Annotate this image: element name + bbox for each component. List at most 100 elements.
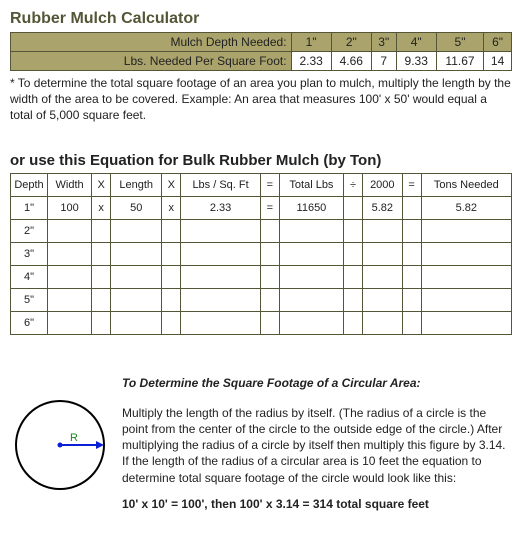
calc-cell (48, 288, 92, 311)
calc-cell (162, 311, 181, 334)
calc-cell: x (92, 196, 111, 219)
calc-cell (402, 196, 421, 219)
calc-cell (162, 242, 181, 265)
calc-cell (344, 288, 363, 311)
calc-cell: 3" (11, 242, 48, 265)
calc-cell: 5" (11, 288, 48, 311)
calc-cell (181, 311, 261, 334)
equation-title: or use this Equation for Bulk Rubber Mul… (10, 152, 512, 169)
table-row: 5" (11, 288, 512, 311)
calc-cell (260, 219, 279, 242)
table-row: 1"100x50x2.33=116505.825.82 (11, 196, 512, 219)
circle-diagram-icon: R (10, 395, 110, 495)
lbs-cell: 14 (484, 52, 512, 71)
calc-cell (363, 311, 403, 334)
depth-table-values-row: Lbs. Needed Per Square Foot: 2.33 4.66 7… (11, 52, 512, 71)
calc-cell (421, 242, 511, 265)
lbs-cell: 11.67 (436, 52, 483, 71)
calc-header: Width (48, 173, 92, 196)
calc-cell (111, 242, 162, 265)
calc-cell (279, 311, 343, 334)
calc-cell (92, 311, 111, 334)
calc-cell: 50 (111, 196, 162, 219)
calc-cell (421, 288, 511, 311)
calc-cell (363, 288, 403, 311)
calc-cell (162, 219, 181, 242)
calc-cell (181, 288, 261, 311)
calc-header: 2000 (363, 173, 403, 196)
calc-cell (363, 242, 403, 265)
calc-cell (162, 288, 181, 311)
circle-equation: 10' x 10' = 100', then 100' x 3.14 = 314… (122, 496, 512, 512)
depth-label: Mulch Depth Needed: (11, 33, 292, 52)
lbs-cell: 9.33 (396, 52, 436, 71)
depth-cell: 6" (484, 33, 512, 52)
calc-cell (181, 219, 261, 242)
calc-cell (344, 311, 363, 334)
calc-cell (363, 265, 403, 288)
circle-body: Multiply the length of the radius by its… (122, 405, 512, 486)
calc-cell (344, 196, 363, 219)
calc-header: ÷ (344, 173, 363, 196)
calc-cell (402, 219, 421, 242)
calc-cell (92, 219, 111, 242)
depth-table-header-row: Mulch Depth Needed: 1" 2" 3" 4" 5" 6" (11, 33, 512, 52)
calc-header: = (260, 173, 279, 196)
depth-cell: 1" (291, 33, 331, 52)
calc-cell (111, 219, 162, 242)
calc-cell (279, 242, 343, 265)
calc-header: Tons Needed (421, 173, 511, 196)
lbs-label: Lbs. Needed Per Square Foot: (11, 52, 292, 71)
calc-cell (181, 242, 261, 265)
calc-cell (111, 311, 162, 334)
calc-cell (162, 265, 181, 288)
calc-cell (279, 288, 343, 311)
calc-cell (48, 219, 92, 242)
calc-cell (363, 219, 403, 242)
calc-cell: 100 (48, 196, 92, 219)
calc-cell (48, 311, 92, 334)
calc-cell: 4" (11, 265, 48, 288)
calc-cell (279, 219, 343, 242)
calc-cell: 1" (11, 196, 48, 219)
calc-cell: 11650 (279, 196, 343, 219)
table-row: 6" (11, 311, 512, 334)
depth-cell: 3" (371, 33, 396, 52)
calc-cell (402, 242, 421, 265)
radius-label: R (70, 432, 78, 444)
calc-cell: = (260, 196, 279, 219)
calc-cell: 2" (11, 219, 48, 242)
calc-cell: 5.82 (421, 196, 511, 219)
calc-table: Depth Width X Length X Lbs / Sq. Ft = To… (10, 173, 512, 335)
lbs-cell: 2.33 (291, 52, 331, 71)
calc-cell (421, 265, 511, 288)
calc-cell (344, 242, 363, 265)
footnote-text: * To determine the total square footage … (10, 75, 512, 124)
calc-cell (344, 219, 363, 242)
calc-cell: 6" (11, 311, 48, 334)
depth-cell: 4" (396, 33, 436, 52)
calc-header: = (402, 173, 421, 196)
calc-header: Length (111, 173, 162, 196)
lbs-cell: 4.66 (331, 52, 371, 71)
calc-cell (402, 311, 421, 334)
depth-cell: 2" (331, 33, 371, 52)
calc-cell (48, 265, 92, 288)
calc-header: X (92, 173, 111, 196)
calc-cell (402, 288, 421, 311)
calc-cell: x (162, 196, 181, 219)
calc-cell (260, 265, 279, 288)
calc-cell (111, 288, 162, 311)
table-row: 2" (11, 219, 512, 242)
lbs-cell: 7 (371, 52, 396, 71)
calc-cell: 2.33 (181, 196, 261, 219)
calc-header: X (162, 173, 181, 196)
circle-section: R To Determine the Square Footage of a C… (10, 375, 512, 512)
calc-cell (279, 265, 343, 288)
table-row: 3" (11, 242, 512, 265)
calc-cell (402, 265, 421, 288)
depth-table: Mulch Depth Needed: 1" 2" 3" 4" 5" 6" Lb… (10, 32, 512, 71)
calc-cell (92, 265, 111, 288)
page-title: Rubber Mulch Calculator (10, 10, 512, 28)
calc-cell (92, 288, 111, 311)
